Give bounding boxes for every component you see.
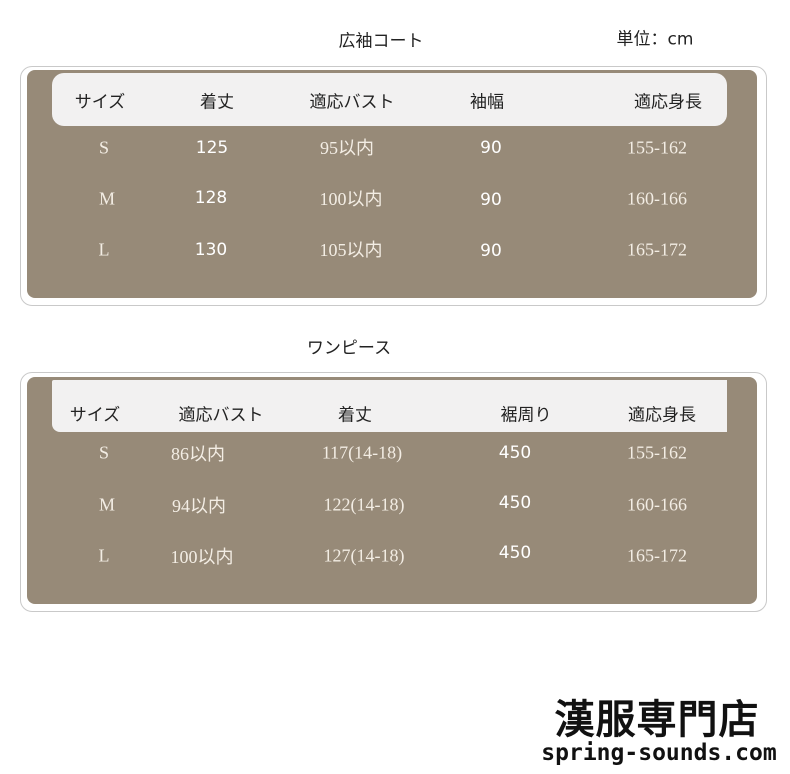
table-cell: 90 xyxy=(480,190,502,210)
table-cell: 450 xyxy=(498,443,532,463)
table-cell: L xyxy=(98,239,110,260)
header-cell: 着丈 xyxy=(338,405,372,426)
header-cell: 適応バスト xyxy=(178,405,264,426)
table-cell: M xyxy=(98,494,116,515)
unit-label: 単位：cm xyxy=(616,29,694,50)
header-cell: 適応身長 xyxy=(634,92,702,113)
table-cell: S xyxy=(98,137,110,158)
table-cell: 160-166 xyxy=(627,188,687,209)
table-cell: 130 xyxy=(194,240,228,260)
table-title-coat: 広袖コート xyxy=(338,31,424,52)
table-cell: 155-162 xyxy=(627,442,687,463)
shop-logo-name: 漢服専門店 xyxy=(554,697,760,743)
table-header xyxy=(52,380,727,432)
table-cell: 165-172 xyxy=(627,239,687,260)
header-cell: 袖幅 xyxy=(470,92,504,113)
table-cell: 94以内 xyxy=(172,496,226,516)
header-cell: 適応身長 xyxy=(628,405,696,426)
table-cell: 86以内 xyxy=(171,444,225,464)
table-cell: 95以内 xyxy=(320,138,374,158)
table-cell: 165-172 xyxy=(627,545,687,566)
header-cell: 着丈 xyxy=(200,92,234,113)
table-title-dress: ワンピース xyxy=(306,338,392,359)
table-cell: S xyxy=(98,442,110,463)
table-cell: 122(14-18) xyxy=(323,494,405,515)
table-cell: 160-166 xyxy=(627,494,687,515)
table-cell: 117(14-18) xyxy=(321,442,403,463)
shop-logo-url: spring-sounds.com xyxy=(541,740,777,766)
table-cell: 90 xyxy=(480,241,502,261)
header-cell: 裾周り xyxy=(500,405,552,426)
table-cell: L xyxy=(98,545,110,566)
table-cell: 125 xyxy=(195,138,229,158)
header-cell: サイズ xyxy=(74,92,126,113)
table-cell: 90 xyxy=(480,138,502,158)
header-cell: サイズ xyxy=(69,405,121,426)
table-cell: 100以内 xyxy=(319,189,383,209)
table-cell: M xyxy=(98,188,116,209)
table-cell: 450 xyxy=(498,493,532,513)
table-cell: 100以内 xyxy=(170,547,234,567)
table-cell: 105以内 xyxy=(319,240,383,260)
table-cell: 450 xyxy=(498,543,532,563)
table-cell: 128 xyxy=(194,188,228,208)
table-cell: 155-162 xyxy=(627,137,687,158)
header-cell: 適応バスト xyxy=(309,92,395,113)
table-cell: 127(14-18) xyxy=(323,545,405,566)
table-header xyxy=(52,73,727,126)
